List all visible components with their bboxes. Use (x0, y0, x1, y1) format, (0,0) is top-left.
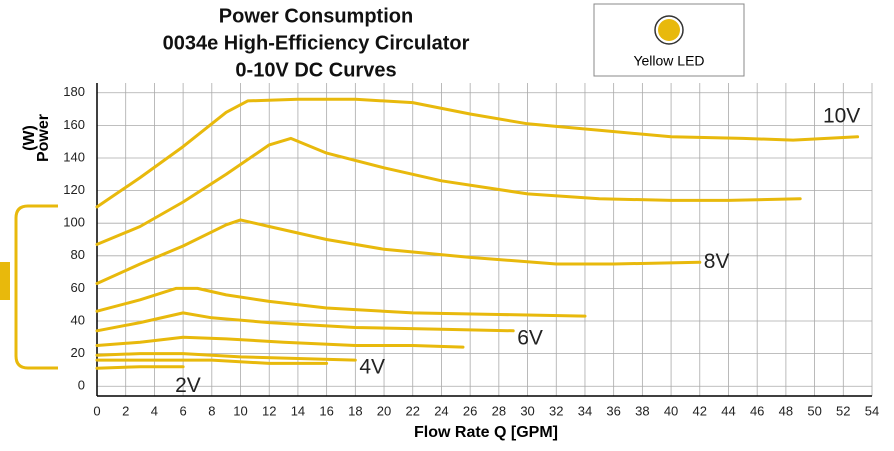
y-tick-label: 100 (63, 215, 85, 230)
legend-led (658, 19, 680, 41)
x-axis-label: Flow Rate Q [GPM] (414, 424, 558, 441)
y-tick-label: 120 (63, 182, 85, 197)
y-axis-label: (W) (21, 125, 38, 151)
x-tick-label: 18 (348, 403, 362, 418)
x-tick-label: 44 (721, 403, 735, 418)
y-tick-label: 40 (71, 312, 85, 327)
y-tick-label: 0 (78, 378, 85, 393)
curve (95, 97, 860, 209)
curve (95, 311, 515, 333)
curve (95, 136, 802, 246)
chart-title: 0-10V DC Curves (235, 59, 396, 81)
curve (95, 365, 185, 370)
curve-label: 6V (517, 326, 543, 349)
y-tick-label: 20 (71, 345, 85, 360)
x-tick-label: 14 (291, 403, 305, 418)
side-tab (0, 262, 10, 300)
x-tick-label: 32 (549, 403, 563, 418)
x-tick-label: 16 (319, 403, 333, 418)
x-tick-label: 26 (463, 403, 477, 418)
curve (95, 286, 587, 318)
y-tick-label: 80 (71, 247, 85, 262)
y-tick-label: 140 (63, 149, 85, 164)
x-tick-label: 42 (693, 403, 707, 418)
curve-label: 4V (359, 356, 385, 379)
curve (95, 358, 329, 365)
x-tick-label: 38 (635, 403, 649, 418)
x-tick-label: 40 (664, 403, 678, 418)
x-tick-label: 6 (179, 403, 186, 418)
y-tick-label: 160 (63, 117, 85, 132)
curve-label: 2V (175, 374, 201, 397)
x-tick-label: 22 (406, 403, 420, 418)
chart-title: 0034e High-Efficiency Circulator (163, 32, 470, 54)
curve (95, 335, 465, 349)
x-tick-label: 36 (606, 403, 620, 418)
y-axis-label: Power (35, 114, 52, 162)
x-tick-label: 2 (122, 403, 129, 418)
x-tick-label: 30 (520, 403, 534, 418)
x-tick-label: 48 (779, 403, 793, 418)
x-tick-label: 28 (492, 403, 506, 418)
x-tick-label: 46 (750, 403, 764, 418)
x-tick-label: 12 (262, 403, 276, 418)
x-tick-label: 20 (377, 403, 391, 418)
curve-label: 8V (704, 250, 730, 273)
curve-label: 10V (823, 104, 860, 127)
x-tick-label: 4 (151, 403, 158, 418)
y-tick-label: 60 (71, 280, 85, 295)
x-tick-label: 34 (578, 403, 592, 418)
y-tick-label: 180 (63, 84, 85, 99)
curve (95, 352, 357, 362)
curve (95, 218, 702, 285)
legend-label: Yellow LED (633, 53, 704, 69)
chart-title: Power Consumption (219, 5, 413, 27)
x-tick-label: 54 (865, 403, 879, 418)
x-tick-label: 24 (434, 403, 448, 418)
x-tick-label: 52 (836, 403, 850, 418)
bracket (14, 204, 58, 370)
x-tick-label: 0 (93, 403, 100, 418)
x-tick-label: 50 (807, 403, 821, 418)
x-tick-label: 10 (233, 403, 247, 418)
x-tick-label: 8 (208, 403, 215, 418)
